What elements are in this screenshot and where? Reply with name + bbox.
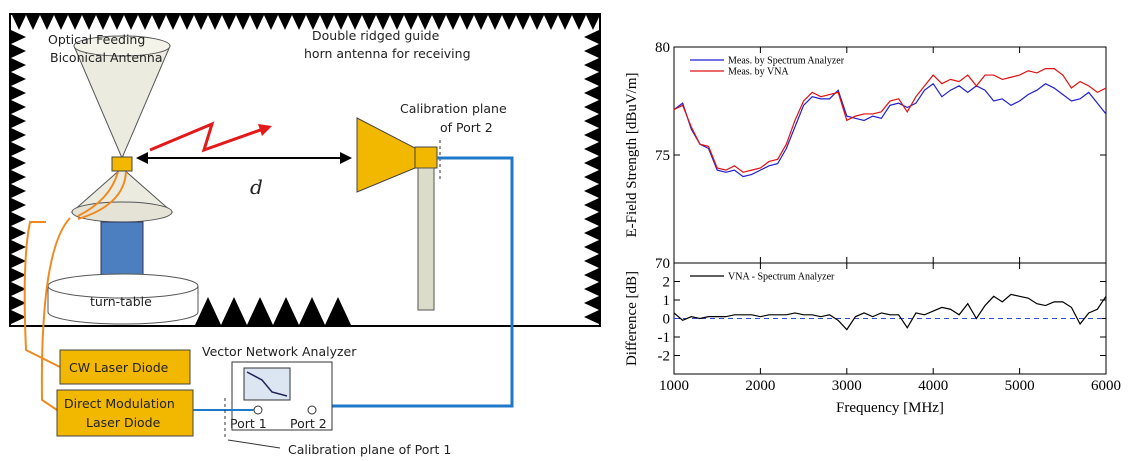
y-tick-label: -1: [658, 330, 671, 346]
horn-stand: [417, 167, 435, 311]
x-tick-label: 5000: [1005, 378, 1035, 394]
label: Direct Modulation: [64, 396, 175, 411]
label: Vector Network Analyzer: [202, 344, 357, 359]
label: Port 2: [290, 416, 327, 431]
x-tick-label: 6000: [1091, 378, 1121, 394]
legend-label: Meas. by Spectrum Analyzer: [728, 56, 845, 67]
chart: 70 75 80 E-Field Strength [dBuV/m] Meas. by …: [624, 40, 1121, 416]
y-axis-label: E-Field Strength [dBuV/m]: [624, 73, 640, 238]
x-tick-label: 3000: [832, 378, 862, 394]
y-axis-label: Difference [dB]: [624, 271, 640, 366]
y-tick-label: 2: [663, 275, 671, 291]
label: horn antenna for receiving: [304, 46, 471, 61]
arrow-head: [258, 124, 272, 136]
x-axis-label: Frequency [MHz]: [836, 400, 944, 416]
port1-connector: [253, 405, 263, 415]
fibers: [23, 171, 127, 411]
dm-laser-box: [56, 389, 194, 437]
radiation-arrow: [149, 121, 267, 153]
label: Calibration plane of Port 1: [288, 442, 451, 457]
y-tick-label: 1: [663, 293, 671, 309]
y-tick-label: 75: [655, 148, 670, 164]
label: Optical Feeding: [48, 32, 145, 47]
x-tick-label: 2000: [745, 378, 775, 394]
label: Biconical Antenna: [50, 50, 163, 65]
y-tick-label: 80: [655, 40, 670, 56]
vna-trace: [246, 371, 288, 397]
cal-pointer: [227, 439, 281, 449]
label: CW Laser Diode: [69, 360, 169, 375]
series-line: [673, 293, 1107, 331]
horn-feed: [414, 146, 438, 169]
legend-label: Meas. by VNA: [728, 67, 789, 78]
y-tick-label: 70: [655, 256, 670, 272]
cone-top: [73, 35, 171, 57]
diagram: Optical Feeding Biconical Antenna Double…: [9, 13, 601, 457]
port2-connector: [307, 405, 317, 415]
mast: [100, 221, 144, 283]
label: of Port 2: [440, 120, 493, 135]
feed: [111, 156, 133, 172]
label: Port 1: [230, 416, 267, 431]
legend-label: VNA - Spectrum Analyzer: [728, 272, 835, 283]
y-tick-label: -2: [658, 349, 671, 365]
label: Laser Diode: [86, 415, 161, 430]
label: Double ridged guide: [312, 28, 440, 43]
distance: d: [250, 175, 263, 199]
x-tick-label: 4000: [918, 378, 948, 394]
x-tick-label: 1000: [659, 378, 689, 394]
series-line: [673, 82, 1107, 178]
y-tick-label: 0: [663, 312, 671, 328]
cable: [318, 156, 514, 408]
label: turn-table: [90, 294, 152, 309]
plot-frame: [673, 46, 1107, 264]
series-line: [673, 67, 1107, 173]
cw-laser-box: [59, 349, 191, 385]
label: Calibration plane: [400, 101, 507, 116]
